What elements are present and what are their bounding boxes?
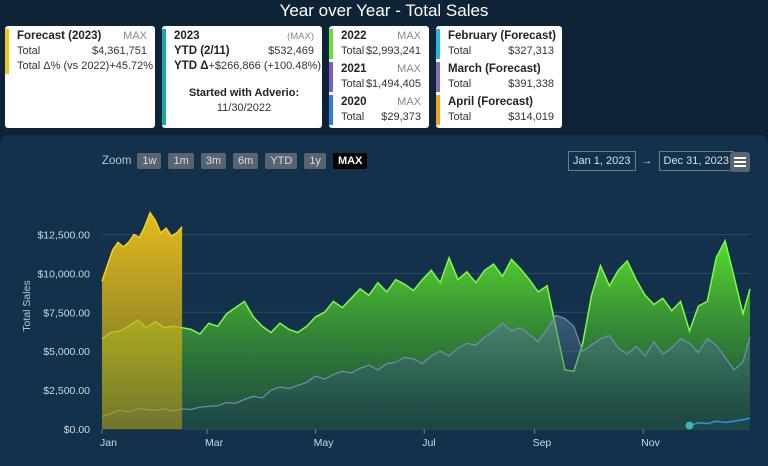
x-axis: Jan Mar May Jul Sep Nov bbox=[100, 429, 661, 449]
series-2021-area bbox=[102, 315, 750, 429]
series-2020-line bbox=[689, 417, 751, 427]
year-2020-label: Total bbox=[341, 111, 365, 123]
year-2021-value: $1,494,405 bbox=[365, 78, 421, 90]
year-2022-block: 2022 MAX Total $2,993,241 bbox=[329, 29, 429, 59]
x-tick-label: May bbox=[314, 437, 335, 449]
year-2022-value: $2,993,241 bbox=[365, 45, 421, 57]
ytd-label: YTD (2/11) bbox=[174, 45, 230, 57]
zoom-toolbar: Zoom 1w 1m 3m 6m YTD 1y MAX bbox=[102, 153, 374, 169]
forecast-card: Forecast (2023) MAX Total $4,361,751 Total… bbox=[5, 26, 155, 128]
year-2021-label: Total bbox=[341, 78, 365, 90]
zoom-1m-button[interactable]: 1m bbox=[168, 153, 194, 169]
zoom-1w-button[interactable]: 1w bbox=[137, 153, 162, 169]
year-2021-block: 2021 MAX Total $1,494,405 bbox=[329, 62, 429, 92]
started-date: 11/30/2022 bbox=[216, 102, 272, 114]
ytd-block: 2023 (MAX) YTD (2/11) $532,469 YTD Δ +$266,… bbox=[162, 29, 322, 125]
x-tick-label: Sep bbox=[533, 437, 552, 449]
y-tick-label: $7,500.00 bbox=[43, 307, 90, 319]
month-feb-value: $327,313 bbox=[508, 45, 554, 57]
series-2020-marker bbox=[685, 421, 694, 430]
forecast-delta-label: Total Δ% (vs 2022) bbox=[17, 60, 110, 72]
year-2020-badge: MAX bbox=[397, 96, 421, 108]
month-apr-label: Total bbox=[448, 111, 472, 123]
y-tick-label: $5,000.00 bbox=[43, 346, 90, 358]
month-feb-title: February (Forecast) bbox=[448, 30, 557, 42]
series-2022-line bbox=[101, 238, 751, 373]
x-tick-label: Nov bbox=[641, 437, 660, 449]
x-tick-label: Jul bbox=[422, 437, 435, 449]
series-2021-line bbox=[101, 314, 751, 418]
y-tick-label: $12,500.00 bbox=[37, 229, 90, 241]
month-feb-block: February (Forecast) Total $327,313 bbox=[436, 29, 562, 59]
months-card: February (Forecast) Total $327,313 March … bbox=[436, 26, 562, 128]
zoom-ytd-button[interactable]: YTD bbox=[265, 153, 298, 169]
hamburger-menu-icon[interactable] bbox=[730, 152, 750, 172]
x-tick-label: Mar bbox=[205, 437, 224, 449]
month-mar-label: Total bbox=[448, 78, 472, 90]
forecast-delta-value: +45.72% bbox=[109, 60, 154, 72]
year-2022-title: 2022 bbox=[341, 30, 367, 42]
ytd-card: 2023 (MAX) YTD (2/11) $532,469 YTD Δ +$266,… bbox=[162, 26, 322, 128]
y-tick-label: $0.00 bbox=[64, 424, 90, 436]
ytd-value: $532,469 bbox=[268, 45, 314, 57]
y-axis: $0.00 $2,500.00 $5,000.00 $7,500.00 $10,000.… bbox=[37, 229, 90, 436]
month-mar-value: $391,338 bbox=[508, 78, 554, 90]
ytd-badge: (MAX) bbox=[287, 31, 314, 42]
year-2022-badge: MAX bbox=[397, 30, 421, 42]
zoom-1y-button[interactable]: 1y bbox=[304, 153, 326, 169]
month-mar-title: March (Forecast) bbox=[448, 63, 541, 75]
series-2023-area bbox=[102, 212, 183, 429]
month-apr-block: April (Forecast) Total $314,019 bbox=[436, 95, 562, 125]
x-tick-label: Jan bbox=[100, 437, 117, 449]
date-from-input[interactable]: Jan 1, 2023 bbox=[568, 151, 636, 171]
zoom-6m-button[interactable]: 6m bbox=[233, 153, 259, 169]
ytd-delta-label: YTD Δ bbox=[174, 60, 209, 72]
chart-areas bbox=[101, 211, 751, 430]
year-2021-title: 2021 bbox=[341, 63, 367, 75]
ytd-title: 2023 bbox=[174, 30, 200, 42]
zoom-max-button[interactable]: MAX bbox=[332, 153, 368, 169]
zoom-label: Zoom bbox=[102, 155, 132, 167]
year-2020-value: $29,373 bbox=[381, 111, 421, 123]
y-tick-label: $2,500.00 bbox=[43, 385, 90, 397]
month-mar-block: March (Forecast) Total $391,338 bbox=[436, 62, 562, 92]
forecast-total-label: Total bbox=[17, 45, 41, 57]
arrow-right-icon: → bbox=[641, 155, 653, 167]
year-2021-badge: MAX bbox=[397, 63, 421, 75]
forecast-badge: MAX bbox=[123, 30, 147, 42]
forecast-total-value: $4,361,751 bbox=[91, 45, 147, 57]
month-apr-title: April (Forecast) bbox=[448, 96, 533, 108]
series-2023-line bbox=[101, 211, 183, 282]
year-2020-title: 2020 bbox=[341, 96, 367, 108]
month-feb-label: Total bbox=[448, 45, 472, 57]
zoom-3m-button[interactable]: 3m bbox=[200, 153, 227, 169]
ytd-delta-value: +$266,866 (+100.48%) bbox=[208, 60, 322, 72]
page-title: Year over Year - Total Sales bbox=[279, 1, 489, 20]
forecast-title: Forecast (2023) bbox=[17, 30, 102, 42]
started-label: Started with Adverio: bbox=[188, 87, 300, 99]
year-2022-label: Total bbox=[341, 45, 365, 57]
year-2020-block: 2020 MAX Total $29,373 bbox=[329, 95, 429, 125]
month-apr-value: $314,019 bbox=[508, 111, 554, 123]
date-range: Jan 1, 2023 → Dec 31, 2023 bbox=[568, 151, 734, 171]
forecast-block: Forecast (2023) MAX Total $4,361,751 Total… bbox=[5, 29, 155, 74]
y-tick-label: $10,000.00 bbox=[37, 268, 90, 280]
years-card: 2022 MAX Total $2,993,241 2021 MAX Total $1,… bbox=[329, 26, 429, 128]
